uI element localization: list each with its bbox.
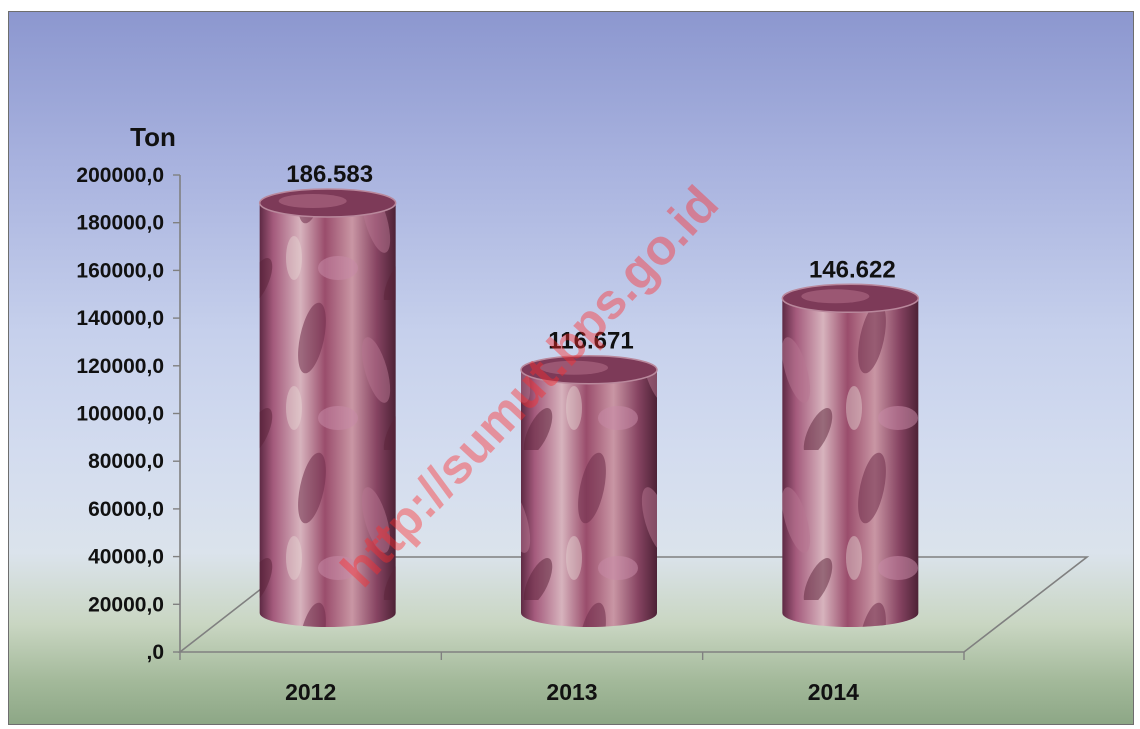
y-axis: ,0 20000,0 40000,0 60000,0 80000,0 100000,0 12… — [76, 122, 181, 664]
cylinder-texture — [521, 369, 657, 627]
cylinder-top-highlight — [540, 360, 608, 375]
data-label-2012: 186.583 — [286, 161, 373, 188]
cylinder-top-highlight — [278, 193, 347, 208]
y-tick-label: 200000,0 — [76, 164, 164, 187]
y-tick-label: 40000,0 — [88, 546, 164, 569]
x-tick-label: 2014 — [808, 679, 859, 705]
y-tick-label: 80000,0 — [88, 450, 164, 473]
y-tick-label: ,0 — [146, 641, 164, 664]
cylinder-texture — [782, 298, 919, 628]
cylinder-bar-2012 — [258, 188, 397, 628]
cylinder-top-highlight — [801, 289, 870, 304]
data-label-2014: 146.622 — [809, 256, 896, 283]
cylinder-bar-2014 — [781, 283, 920, 628]
y-tick-label: 140000,0 — [76, 307, 164, 330]
y-tick-label: 100000,0 — [76, 403, 164, 426]
y-tick-label: 120000,0 — [76, 355, 164, 378]
cylinder-bar-2013 — [520, 354, 658, 627]
data-label-2013: 116.671 — [548, 328, 633, 355]
y-unit-label: Ton — [130, 122, 176, 152]
x-tick-label: 2012 — [285, 679, 336, 705]
cylinder-texture — [259, 202, 396, 628]
y-tick-label: 60000,0 — [88, 498, 164, 521]
y-tick-label: 160000,0 — [76, 259, 164, 282]
y-tick-label: 20000,0 — [88, 593, 164, 616]
x-axis: 2012 2013 2014 — [179, 652, 965, 705]
y-tick-label: 180000,0 — [76, 212, 164, 235]
x-tick-label: 2013 — [546, 679, 597, 705]
bars: 186.583 116.671 146.622 — [258, 161, 920, 628]
